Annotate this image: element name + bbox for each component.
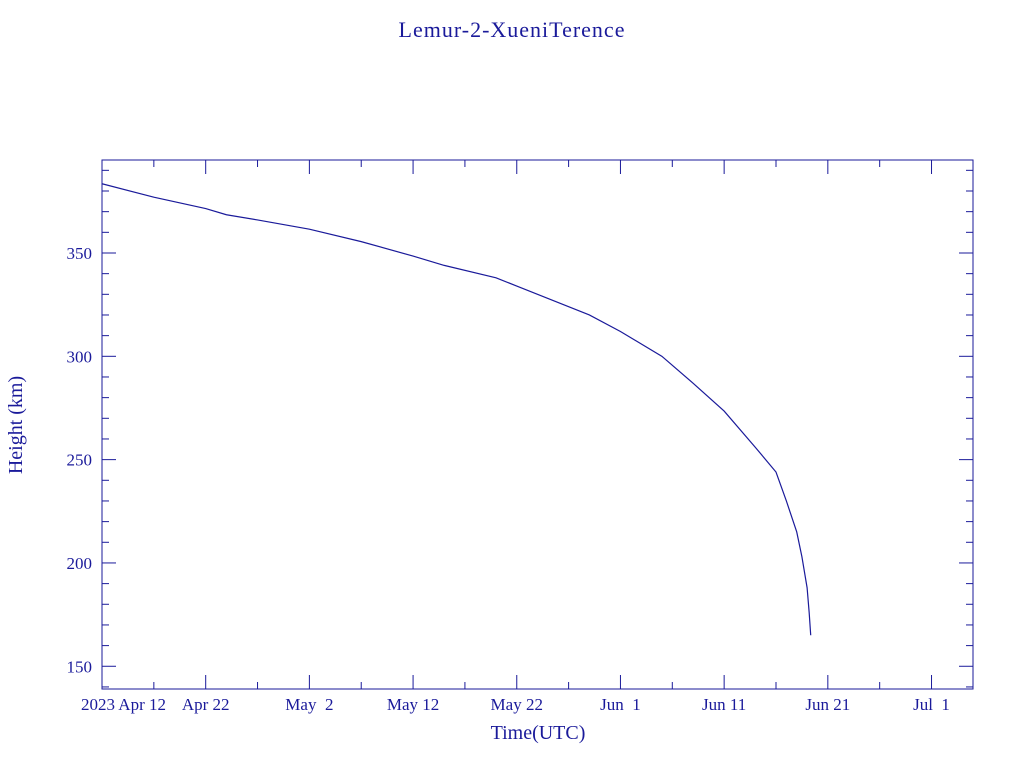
y-tick-label: 300 [67,347,93,366]
x-tick-label: Jun 1 [600,695,641,714]
x-tick-label: May 12 [387,695,439,714]
y-tick-label: 350 [67,244,93,263]
chart-title: Lemur-2-XueniTerence [399,17,626,42]
y-axis-ticks [102,169,973,688]
y-tick-label: 250 [67,451,93,470]
x-tick-label: 2023 Apr 12 [81,695,166,714]
x-tick-label: Jun 11 [702,695,746,714]
y-tick-label: 200 [67,554,93,573]
x-axis-ticks [101,160,933,689]
y-axis-label: Height (km) [5,376,27,474]
height-series-line [101,183,812,636]
x-tick-label: Apr 22 [182,695,230,714]
x-tick-label: May 2 [285,695,333,714]
y-tick-label: 150 [67,657,93,676]
y-axis-tick-labels: 150 200 250 300 350 [67,244,93,676]
x-axis-tick-labels: 2023 Apr 12 Apr 22 May 2 May 12 May 22 Jun 1 J… [81,695,950,714]
x-axis-label: Time(UTC) [491,722,586,744]
plot-frame [101,159,974,690]
x-tick-label: Jun 21 [805,695,850,714]
x-tick-label: Jul 1 [913,695,950,714]
x-tick-label: May 22 [491,695,543,714]
